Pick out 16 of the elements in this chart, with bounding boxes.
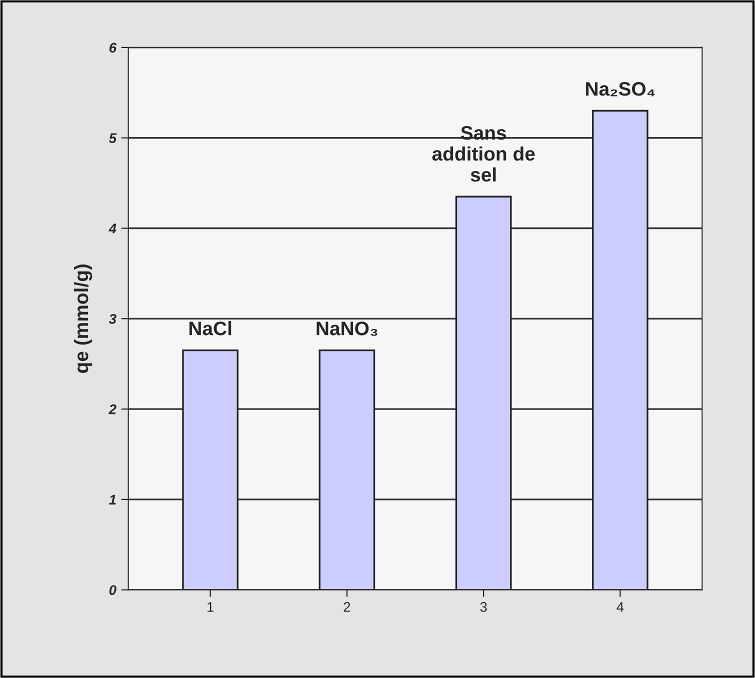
- y-tick-label: 5: [108, 133, 117, 144]
- y-axis-title: qe (mmol/g): [74, 264, 92, 373]
- annotation: NaCl: [189, 321, 232, 336]
- x-tick-label: 2: [344, 602, 350, 612]
- y-tick-label: 1: [109, 494, 116, 504]
- y-tick-label: 4: [108, 224, 116, 234]
- annotation: NaNO₃: [316, 322, 378, 336]
- x-tick-label: 3: [480, 602, 487, 612]
- annotation: Na₂SO₄: [586, 82, 655, 96]
- y-tick-label: 2: [108, 404, 116, 414]
- x-tick-label: 1: [208, 602, 214, 612]
- annotation: Sans addition de sel: [432, 126, 535, 182]
- y-tick-label: 3: [108, 314, 116, 324]
- y-tick-label: 0: [109, 585, 116, 596]
- y-tick-label: 6: [109, 42, 117, 53]
- x-tick-label: 4: [616, 602, 624, 612]
